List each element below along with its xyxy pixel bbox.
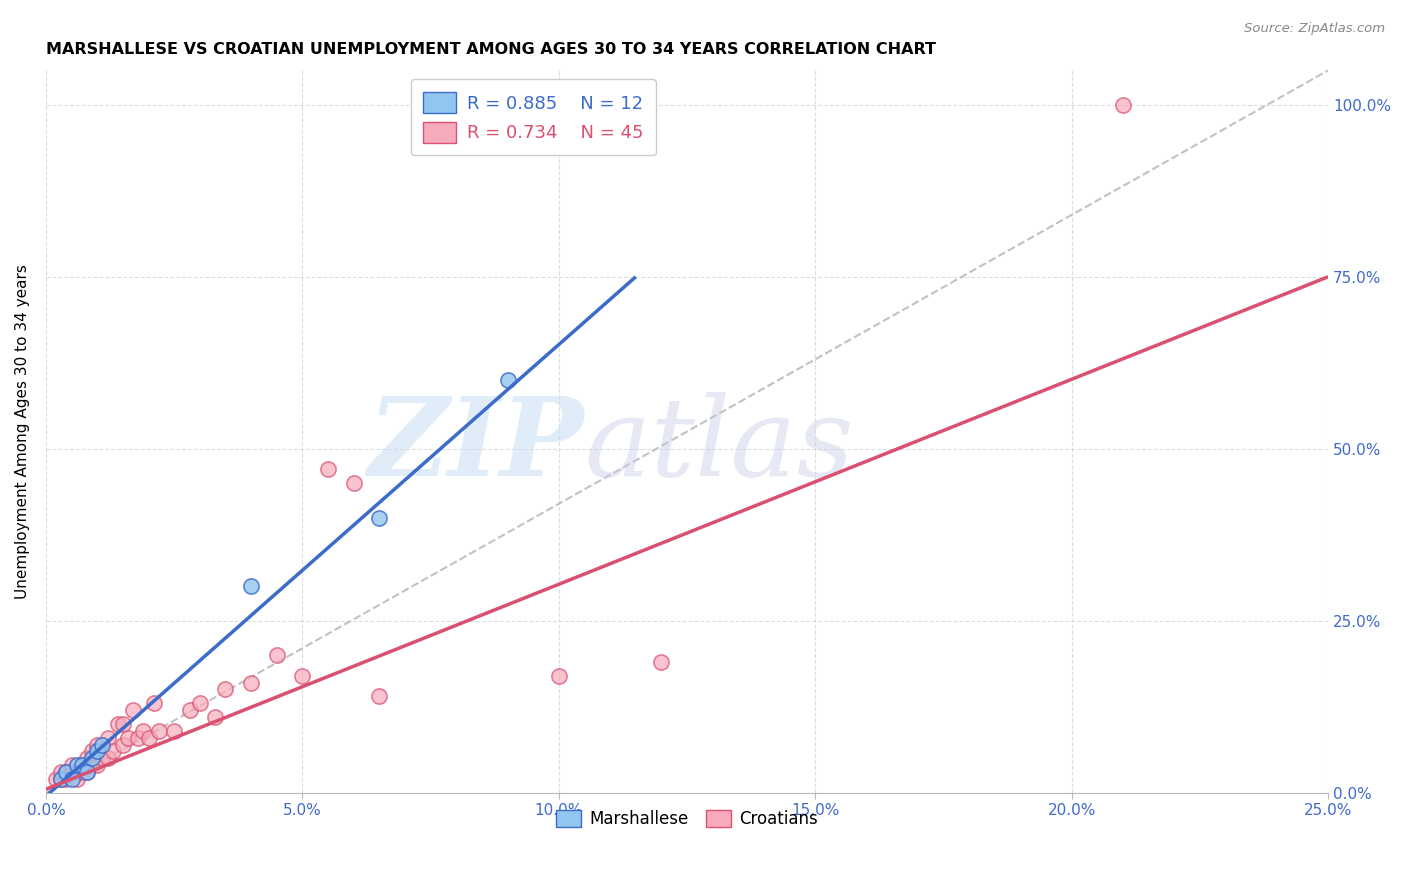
Point — [66, 772, 89, 786]
Point — [496, 373, 519, 387]
Point — [179, 703, 201, 717]
Point — [240, 579, 263, 593]
Point — [60, 764, 83, 779]
Point — [76, 751, 98, 765]
Point — [107, 717, 129, 731]
Point — [142, 696, 165, 710]
Point — [51, 772, 73, 786]
Point — [343, 476, 366, 491]
Point — [122, 703, 145, 717]
Point — [86, 738, 108, 752]
Point — [76, 764, 98, 779]
Point — [51, 764, 73, 779]
Point — [82, 758, 104, 772]
Point — [70, 758, 93, 772]
Text: MARSHALLESE VS CROATIAN UNEMPLOYMENT AMONG AGES 30 TO 34 YEARS CORRELATION CHART: MARSHALLESE VS CROATIAN UNEMPLOYMENT AMO… — [46, 42, 936, 57]
Legend: Marshallese, Croatians: Marshallese, Croatians — [550, 804, 824, 835]
Point — [1112, 98, 1135, 112]
Point — [111, 738, 134, 752]
Point — [70, 758, 93, 772]
Point — [117, 731, 139, 745]
Point — [91, 738, 114, 752]
Point — [291, 669, 314, 683]
Point — [66, 758, 89, 772]
Point — [148, 723, 170, 738]
Point — [132, 723, 155, 738]
Point — [188, 696, 211, 710]
Point — [86, 744, 108, 758]
Point — [86, 758, 108, 772]
Point — [55, 764, 77, 779]
Point — [55, 772, 77, 786]
Point — [51, 772, 73, 786]
Point — [368, 690, 391, 704]
Point — [82, 744, 104, 758]
Point — [240, 675, 263, 690]
Point — [60, 758, 83, 772]
Point — [650, 655, 672, 669]
Point — [266, 648, 288, 662]
Y-axis label: Unemployment Among Ages 30 to 34 years: Unemployment Among Ages 30 to 34 years — [15, 264, 30, 599]
Point — [82, 751, 104, 765]
Point — [55, 764, 77, 779]
Point — [96, 731, 118, 745]
Point — [138, 731, 160, 745]
Point — [101, 744, 124, 758]
Point — [127, 731, 149, 745]
Point — [70, 764, 93, 779]
Point — [60, 772, 83, 786]
Point — [316, 462, 339, 476]
Point — [163, 723, 186, 738]
Point — [368, 510, 391, 524]
Point — [96, 751, 118, 765]
Point — [76, 764, 98, 779]
Text: ZIP: ZIP — [368, 392, 585, 500]
Text: Source: ZipAtlas.com: Source: ZipAtlas.com — [1244, 22, 1385, 36]
Point — [111, 717, 134, 731]
Point — [214, 682, 236, 697]
Point — [547, 669, 569, 683]
Point — [66, 764, 89, 779]
Point — [204, 710, 226, 724]
Point — [91, 751, 114, 765]
Text: atlas: atlas — [585, 392, 853, 500]
Point — [45, 772, 67, 786]
